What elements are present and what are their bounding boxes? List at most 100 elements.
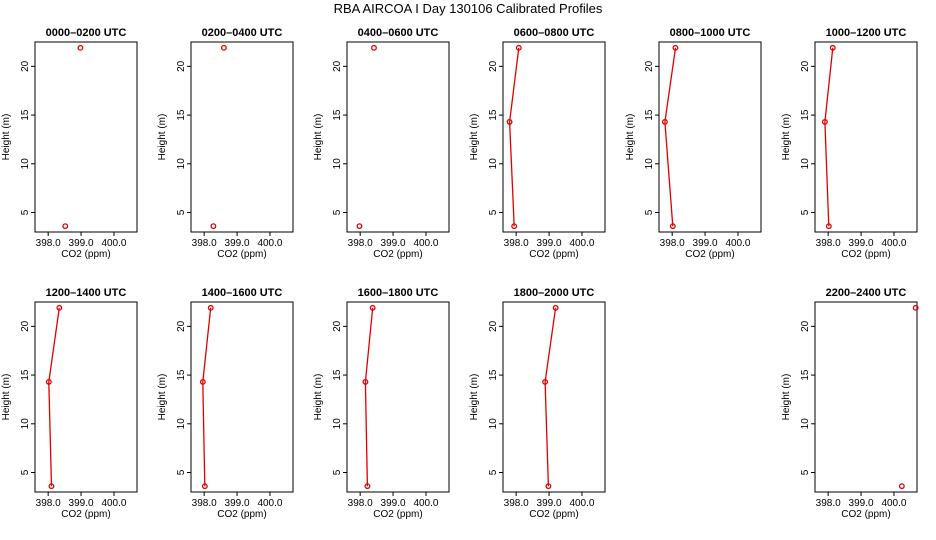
x-axis-label: CO2 (ppm): [217, 249, 266, 260]
x-tick-label: 398.0: [192, 238, 217, 249]
data-point: [62, 223, 69, 230]
panel-title: 0600–0800 UTC: [514, 27, 595, 39]
x-tick-label: 398.0: [816, 238, 841, 249]
data-point: [821, 118, 828, 125]
plot-frame: [34, 301, 138, 493]
y-tick-label: 5: [20, 209, 31, 215]
y-tick-label: 20: [488, 60, 499, 72]
y-tick-label: 20: [332, 60, 343, 72]
x-tick-label: 399.0: [69, 238, 94, 249]
y-axis-label: Height (m): [1, 374, 12, 421]
y-axis-label: Height (m): [625, 114, 636, 161]
x-tick-label: 399.0: [849, 238, 874, 249]
series-line: [824, 47, 834, 227]
data-point: [661, 118, 668, 125]
x-tick-label: 400.0: [257, 498, 282, 509]
plot-frame: [814, 41, 918, 233]
x-axis-label: CO2 (ppm): [529, 249, 578, 260]
x-tick-label: 399.0: [225, 238, 250, 249]
x-tick-label: 400.0: [101, 498, 126, 509]
panel-title: 1200–1400 UTC: [46, 287, 127, 299]
x-tick-label: 399.0: [693, 238, 718, 249]
series-line: [664, 47, 677, 227]
x-tick-label: 398.0: [504, 238, 529, 249]
y-axis-label: Height (m): [781, 374, 792, 421]
data-point: [201, 483, 208, 490]
x-tick-label: 400.0: [101, 238, 126, 249]
y-tick-label: 5: [488, 209, 499, 215]
series-line: [48, 307, 60, 487]
plot-frame: [346, 41, 450, 233]
y-tick-label: 20: [644, 60, 655, 72]
x-tick-label: 398.0: [504, 498, 529, 509]
x-tick-label: 399.0: [381, 498, 406, 509]
plot-frame: [346, 301, 450, 493]
data-point: [77, 44, 84, 51]
x-tick-label: 398.0: [348, 238, 373, 249]
y-tick-label: 15: [488, 109, 499, 121]
x-axis-label: CO2 (ppm): [217, 509, 266, 520]
y-axis-label: Height (m): [469, 374, 480, 421]
y-tick-label: 5: [332, 209, 343, 215]
x-axis-label: CO2 (ppm): [61, 249, 110, 260]
x-axis-label: CO2 (ppm): [373, 509, 422, 520]
y-tick-label: 10: [332, 418, 343, 430]
panel-title: 0800–1000 UTC: [670, 27, 751, 39]
x-tick-label: 400.0: [569, 498, 594, 509]
x-tick-label: 399.0: [381, 238, 406, 249]
x-axis-label: CO2 (ppm): [841, 509, 890, 520]
plot-frame: [658, 41, 762, 233]
y-tick-label: 15: [176, 369, 187, 381]
x-axis-label: CO2 (ppm): [61, 509, 110, 520]
y-tick-label: 10: [332, 158, 343, 170]
y-tick-label: 15: [176, 109, 187, 121]
data-point: [506, 118, 513, 125]
y-axis-label: Height (m): [157, 114, 168, 161]
x-tick-label: 399.0: [69, 498, 94, 509]
figure-title: RBA AIRCOA I Day 130106 Calibrated Profi…: [333, 1, 603, 16]
panel-title: 1800–2000 UTC: [514, 287, 595, 299]
plot-frame: [502, 41, 606, 233]
y-tick-label: 5: [176, 469, 187, 475]
data-point: [199, 378, 206, 385]
panel-title: 0200–0400 UTC: [202, 27, 283, 39]
y-tick-label: 10: [20, 158, 31, 170]
y-tick-label: 5: [176, 209, 187, 215]
y-tick-label: 15: [332, 109, 343, 121]
y-tick-label: 5: [488, 469, 499, 475]
data-point: [552, 304, 559, 311]
y-tick-label: 10: [176, 158, 187, 170]
x-tick-label: 400.0: [881, 498, 906, 509]
y-tick-label: 15: [488, 369, 499, 381]
x-tick-label: 398.0: [36, 238, 61, 249]
y-tick-label: 20: [176, 320, 187, 332]
panel-title: 2200–2400 UTC: [826, 287, 907, 299]
panel-title: 0000–0200 UTC: [46, 27, 127, 39]
y-tick-label: 10: [488, 418, 499, 430]
x-tick-label: 399.0: [537, 238, 562, 249]
y-axis-label: Height (m): [1, 114, 12, 161]
y-axis-label: Height (m): [781, 114, 792, 161]
y-tick-label: 15: [800, 369, 811, 381]
panel-title: 1000–1200 UTC: [826, 27, 907, 39]
x-tick-label: 399.0: [849, 498, 874, 509]
series-line: [508, 47, 520, 227]
data-point: [45, 378, 52, 385]
plot-frame: [502, 301, 606, 493]
x-tick-label: 400.0: [881, 238, 906, 249]
x-tick-label: 400.0: [569, 238, 594, 249]
x-tick-label: 399.0: [537, 498, 562, 509]
panel-title: 1600–1800 UTC: [358, 287, 439, 299]
x-tick-label: 400.0: [725, 238, 750, 249]
data-point: [825, 223, 832, 230]
data-point: [515, 44, 522, 51]
x-tick-label: 400.0: [413, 238, 438, 249]
x-tick-label: 398.0: [192, 498, 217, 509]
y-tick-label: 5: [20, 469, 31, 475]
y-tick-label: 5: [800, 209, 811, 215]
plot-frame: [190, 41, 294, 233]
y-tick-label: 10: [20, 418, 31, 430]
y-axis-label: Height (m): [313, 374, 324, 421]
data-point: [912, 304, 919, 311]
